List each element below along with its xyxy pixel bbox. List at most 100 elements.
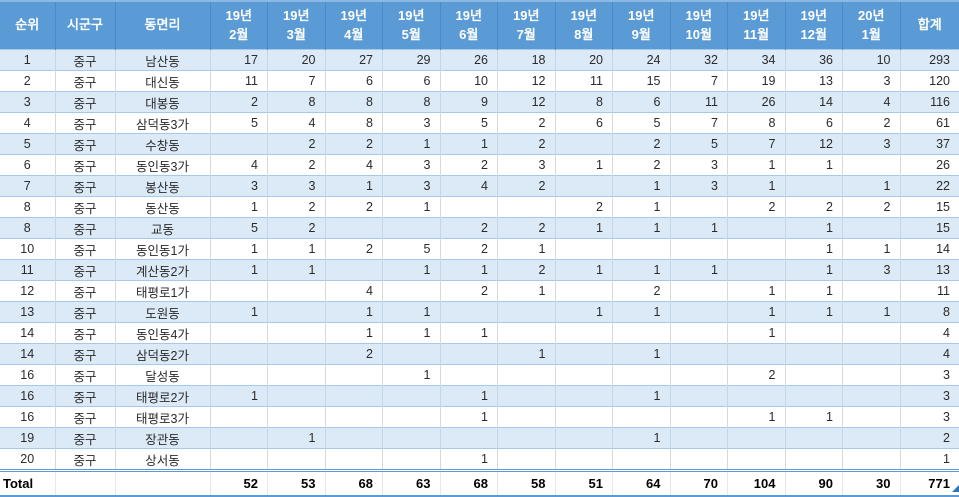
cell-rank[interactable]: 5 — [0, 133, 55, 155]
cell-month-value[interactable]: 1 — [612, 217, 670, 239]
cell-month-value[interactable]: 1 — [497, 280, 555, 302]
cell-month-value[interactable]: 2 — [439, 238, 498, 260]
cell-month-value[interactable]: 13 — [784, 70, 843, 92]
cell-month-value[interactable] — [324, 406, 383, 428]
cell-rank[interactable]: 1 — [0, 49, 55, 71]
cell-month-value[interactable]: 11 — [669, 91, 728, 113]
cell-month-value[interactable] — [554, 238, 613, 260]
cell-district[interactable]: 중구 — [54, 364, 115, 386]
cell-month-value[interactable]: 6 — [324, 70, 383, 92]
cell-month-value[interactable]: 20 — [554, 49, 613, 71]
column-header-district[interactable]: 시군구 — [54, 0, 115, 50]
cell-month-value[interactable] — [669, 238, 728, 260]
cell-month-value[interactable] — [209, 364, 268, 386]
cell-month-value[interactable] — [497, 322, 555, 344]
column-header-m-19-07[interactable]: 19년 7월 — [497, 0, 555, 50]
cell-month-value[interactable] — [209, 343, 268, 365]
cell-month-value[interactable] — [612, 364, 670, 386]
cell-month-value[interactable]: 1 — [439, 133, 498, 155]
cell-neighborhood[interactable]: 삼덕동3가 — [114, 112, 210, 134]
cell-month-value[interactable]: 2 — [324, 196, 383, 218]
cell-month-value[interactable] — [209, 448, 268, 471]
cell-district[interactable]: 중구 — [54, 112, 115, 134]
cell-neighborhood[interactable]: 봉산동 — [114, 175, 210, 197]
cell-row-total[interactable]: 3 — [899, 406, 959, 428]
cell-month-value[interactable] — [554, 175, 613, 197]
cell-rank[interactable]: 7 — [0, 175, 55, 197]
cell-rank[interactable]: 16 — [0, 364, 55, 386]
cell-month-value[interactable] — [439, 343, 498, 365]
cell-month-value[interactable] — [382, 385, 440, 407]
cell-district[interactable]: 중구 — [54, 385, 115, 407]
cell-month-value[interactable]: 1 — [439, 406, 498, 428]
cell-month-value[interactable] — [209, 280, 268, 302]
cell-month-value[interactable]: 15 — [612, 70, 670, 92]
cell-neighborhood[interactable]: 대봉동 — [114, 91, 210, 113]
cell-month-value[interactable]: 1 — [209, 385, 268, 407]
cell-row-total[interactable]: 61 — [899, 112, 959, 134]
cell-month-value[interactable]: 1 — [267, 238, 325, 260]
cell-month-value[interactable] — [842, 427, 900, 449]
cell-month-value[interactable]: 1 — [382, 196, 440, 218]
column-header-neighborhood[interactable]: 동면리 — [114, 0, 210, 50]
cell-month-value[interactable] — [382, 280, 440, 302]
cell-rank[interactable]: 2 — [0, 70, 55, 92]
cell-month-value[interactable] — [497, 406, 555, 428]
cell-month-value[interactable]: 1 — [267, 259, 325, 281]
cell-district[interactable]: 중구 — [54, 70, 115, 92]
cell-neighborhood[interactable]: 동산동 — [114, 196, 210, 218]
cell-month-value[interactable]: 1 — [727, 154, 785, 176]
cell-neighborhood[interactable]: 동인동4가 — [114, 322, 210, 344]
cell-month-value[interactable]: 1 — [382, 322, 440, 344]
cell-rank[interactable]: 14 — [0, 322, 55, 344]
column-header-m-19-06[interactable]: 19년 6월 — [439, 0, 498, 50]
cell-month-value[interactable]: 1 — [727, 280, 785, 302]
cell-month-value[interactable] — [554, 133, 613, 155]
cell-month-value[interactable]: 2 — [727, 196, 785, 218]
cell-month-value[interactable] — [727, 343, 785, 365]
cell-month-value[interactable] — [612, 322, 670, 344]
cell-neighborhood[interactable]: 상서동 — [114, 448, 210, 471]
cell-month-value[interactable]: 1 — [439, 448, 498, 471]
cell-month-value[interactable]: 1 — [784, 259, 843, 281]
cell-month-value[interactable]: 4 — [267, 112, 325, 134]
total-month-cell[interactable]: 52 — [209, 469, 268, 497]
cell-month-value[interactable] — [554, 448, 613, 471]
cell-month-value[interactable] — [324, 427, 383, 449]
cell-month-value[interactable] — [842, 406, 900, 428]
cell-month-value[interactable] — [784, 175, 843, 197]
cell-row-total[interactable]: 4 — [899, 322, 959, 344]
cell-month-value[interactable] — [727, 238, 785, 260]
cell-month-value[interactable]: 1 — [267, 427, 325, 449]
cell-month-value[interactable] — [382, 217, 440, 239]
cell-month-value[interactable]: 32 — [669, 49, 728, 71]
cell-month-value[interactable]: 1 — [209, 259, 268, 281]
cell-month-value[interactable] — [669, 427, 728, 449]
cell-neighborhood[interactable]: 장관동 — [114, 427, 210, 449]
cell-month-value[interactable]: 2 — [497, 175, 555, 197]
cell-month-value[interactable]: 2 — [324, 343, 383, 365]
cell-month-value[interactable]: 2 — [324, 133, 383, 155]
cell-month-value[interactable] — [497, 196, 555, 218]
total-month-cell[interactable]: 58 — [497, 469, 555, 497]
cell-month-value[interactable] — [439, 196, 498, 218]
cell-month-value[interactable] — [784, 448, 843, 471]
total-month-cell[interactable]: 64 — [612, 469, 670, 497]
column-header-m-19-04[interactable]: 19년 4월 — [324, 0, 383, 50]
cell-month-value[interactable]: 34 — [727, 49, 785, 71]
cell-district[interactable]: 중구 — [54, 238, 115, 260]
cell-month-value[interactable] — [554, 406, 613, 428]
cell-month-value[interactable]: 7 — [727, 133, 785, 155]
cell-row-total[interactable]: 37 — [899, 133, 959, 155]
cell-district[interactable]: 중구 — [54, 91, 115, 113]
cell-month-value[interactable]: 5 — [669, 133, 728, 155]
cell-month-value[interactable]: 1 — [842, 238, 900, 260]
cell-month-value[interactable]: 1 — [669, 217, 728, 239]
cell-month-value[interactable]: 19 — [727, 70, 785, 92]
cell-month-value[interactable]: 1 — [842, 175, 900, 197]
cell-month-value[interactable] — [784, 427, 843, 449]
cell-month-value[interactable] — [784, 343, 843, 365]
cell-month-value[interactable] — [842, 322, 900, 344]
cell-month-value[interactable] — [554, 322, 613, 344]
cell-month-value[interactable] — [842, 280, 900, 302]
